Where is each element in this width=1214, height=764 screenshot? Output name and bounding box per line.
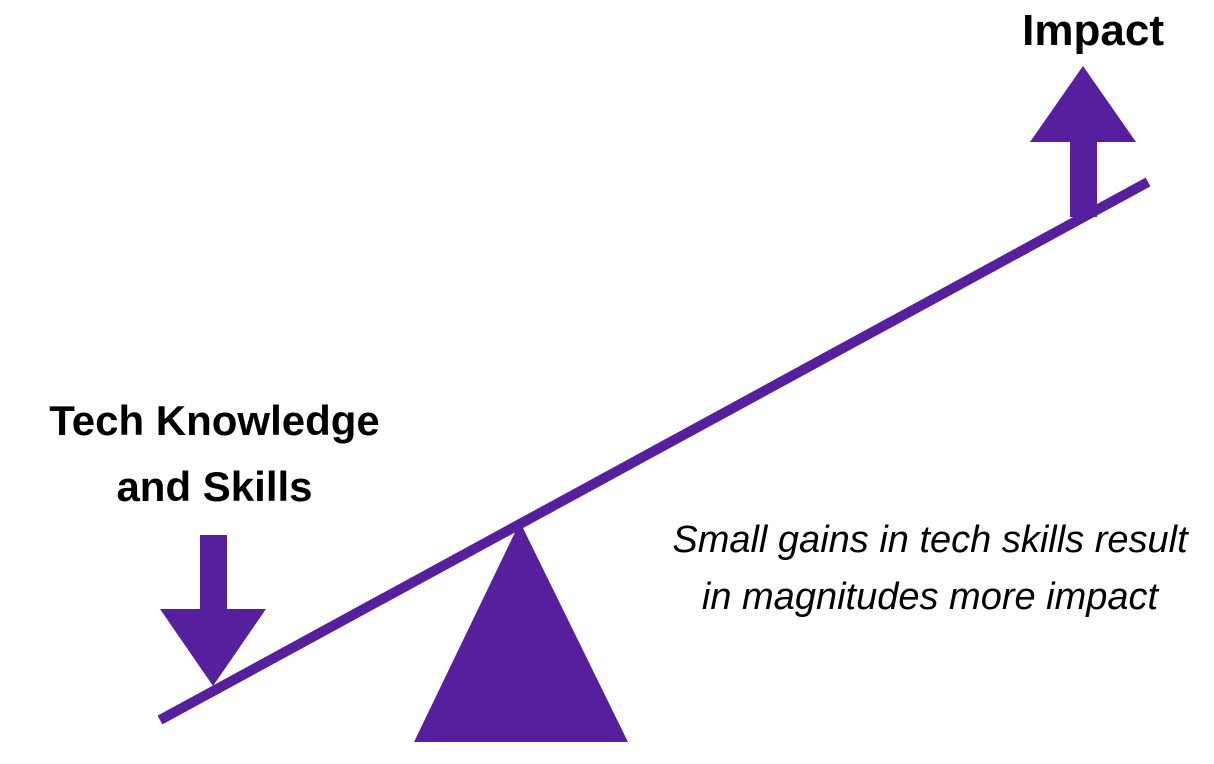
arrow-up-icon	[1030, 66, 1136, 217]
seesaw-beam	[157, 177, 1151, 725]
caption-text: Small gains in tech skills result in mag…	[672, 519, 1188, 618]
tech-label-line1: Tech Knowledge	[49, 397, 380, 444]
fulcrum-triangle	[414, 522, 628, 742]
tech-knowledge-label: Tech Knowledge and Skills	[22, 388, 407, 520]
tech-label-line2: and Skills	[116, 463, 313, 510]
arrow-down-icon	[160, 535, 266, 686]
impact-label: Impact	[1022, 6, 1164, 55]
